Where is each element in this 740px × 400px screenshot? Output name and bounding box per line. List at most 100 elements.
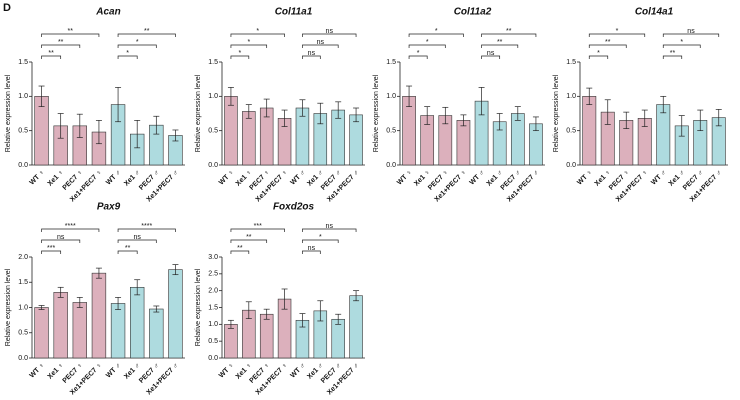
significance-bracket <box>302 228 357 232</box>
significance-label: ns <box>57 234 65 241</box>
y-tick-label: 0.0 <box>208 162 218 169</box>
significance-label: * <box>319 234 322 241</box>
significance-bracket <box>41 250 62 254</box>
significance-label: ns <box>326 28 334 35</box>
y-tick-label: 1.5 <box>566 59 576 66</box>
y-axis-label: Relative expression level <box>5 268 12 346</box>
y-tick-label: 3.0 <box>208 254 218 261</box>
chart-title: Acan <box>95 7 120 18</box>
x-tick-label: Xe1+PEC7 ♀ <box>255 169 290 204</box>
y-tick-label: 0.0 <box>386 162 396 169</box>
significance-label: * <box>126 50 129 57</box>
x-tick-label: WT ♀ <box>218 169 236 187</box>
significance-bracket <box>117 250 138 254</box>
significance-label: ** <box>68 28 74 35</box>
bar <box>130 286 145 359</box>
y-tick-label: 0.0 <box>208 355 218 362</box>
significance-label: ** <box>58 39 64 46</box>
y-tick-label: 0.0 <box>18 355 28 362</box>
significance-label: ns <box>326 223 334 230</box>
y-tick-label: 1.5 <box>18 59 28 66</box>
significance-bracket <box>588 33 646 37</box>
bar <box>53 292 68 359</box>
significance-bracket <box>117 44 157 48</box>
significance-label: ** <box>144 28 150 35</box>
bar <box>259 313 274 359</box>
bar <box>349 114 363 166</box>
significance-label: ** <box>605 39 611 46</box>
x-tick-label: WT ♀ <box>29 169 47 187</box>
x-tick-label: Xe1+PEC7 ♀ <box>255 362 290 397</box>
y-tick-label: 1.0 <box>18 93 28 100</box>
significance-bracket <box>302 55 321 59</box>
x-tick-label: WT ♀ <box>218 362 236 380</box>
significance-bracket <box>662 44 701 48</box>
significance-label: ns <box>308 245 316 252</box>
y-axis-label: Relative expression level <box>5 74 12 152</box>
y-tick-label: 0.5 <box>208 338 218 345</box>
bar-chart: Col11a2 Relative expression level 0.0 0.5 1.… <box>373 7 545 203</box>
significance-bracket <box>230 44 268 48</box>
significance-bracket <box>588 55 609 59</box>
significance-label: * <box>417 50 420 57</box>
y-tick-label: 0.0 <box>18 162 28 169</box>
bar-chart: Col11a1 Relative expression level 0.0 0.5 1.… <box>195 7 365 204</box>
y-axis-label: Relative expression level <box>195 74 202 152</box>
bar <box>242 111 256 166</box>
significance-label: ns <box>687 28 695 35</box>
x-tick-label: Xe1+PEC7 ♂ <box>326 362 361 397</box>
significance-bracket <box>408 55 428 59</box>
bar <box>168 269 183 359</box>
significance-label: * <box>435 28 438 35</box>
y-tick-label: 0.5 <box>208 128 218 135</box>
y-tick-label: 2.0 <box>18 254 28 261</box>
significance-label: ns <box>487 50 495 57</box>
significance-bracket <box>302 250 321 254</box>
significance-label: ** <box>497 39 503 46</box>
x-tick-label: WT ♂ <box>469 169 487 187</box>
y-tick-label: 2.0 <box>208 288 218 295</box>
chart-title: Col11a2 <box>454 7 492 18</box>
bar <box>582 96 597 166</box>
significance-bracket <box>302 44 339 48</box>
significance-label: * <box>239 50 242 57</box>
y-axis-label: Relative expression level <box>195 268 202 346</box>
y-tick-label: 1.0 <box>566 93 576 100</box>
bar <box>656 104 671 166</box>
significance-label: **** <box>141 223 152 230</box>
y-tick-label: 1.5 <box>386 59 396 66</box>
y-tick-label: 0.0 <box>566 162 576 169</box>
significance-label: * <box>680 39 683 46</box>
y-tick-label: 0.5 <box>386 128 396 135</box>
significance-bracket <box>117 228 176 232</box>
significance-bracket <box>662 55 683 59</box>
y-axis-label: Relative expression level <box>553 74 560 152</box>
significance-label: ** <box>506 28 512 35</box>
x-tick-label: WT ♂ <box>289 169 307 187</box>
bar-chart: Foxd2os Relative expression level 0.0 0.5 1.… <box>195 202 365 397</box>
significance-bracket <box>41 55 62 59</box>
significance-bracket <box>481 44 519 48</box>
bar <box>91 272 107 359</box>
x-tick-label: WT ♂ <box>105 169 123 187</box>
bar-chart: Col14a1 Relative expression level 0.0 0.5 1.… <box>553 7 728 203</box>
significance-bracket <box>117 33 176 37</box>
y-tick-label: 1.5 <box>208 59 218 66</box>
significance-label: * <box>247 39 250 46</box>
chart-title: Foxd2os <box>273 202 315 213</box>
significance-label: * <box>136 39 139 46</box>
bar <box>456 120 471 166</box>
bar <box>224 96 238 166</box>
y-tick-label: 1.5 <box>18 279 28 286</box>
significance-bracket <box>302 33 357 37</box>
bar <box>224 324 238 359</box>
significance-label: * <box>597 50 600 57</box>
y-tick-label: 0.5 <box>18 330 28 337</box>
y-tick-label: 1.0 <box>208 93 218 100</box>
bar-chart: Acan Relative expression level 0.0 0.5 1.0 1.… <box>5 7 185 203</box>
significance-bracket <box>408 44 446 48</box>
significance-bracket <box>662 33 720 37</box>
significance-bracket <box>408 33 464 37</box>
x-tick-label: Xe1+PEC7 ♂ <box>326 169 361 204</box>
